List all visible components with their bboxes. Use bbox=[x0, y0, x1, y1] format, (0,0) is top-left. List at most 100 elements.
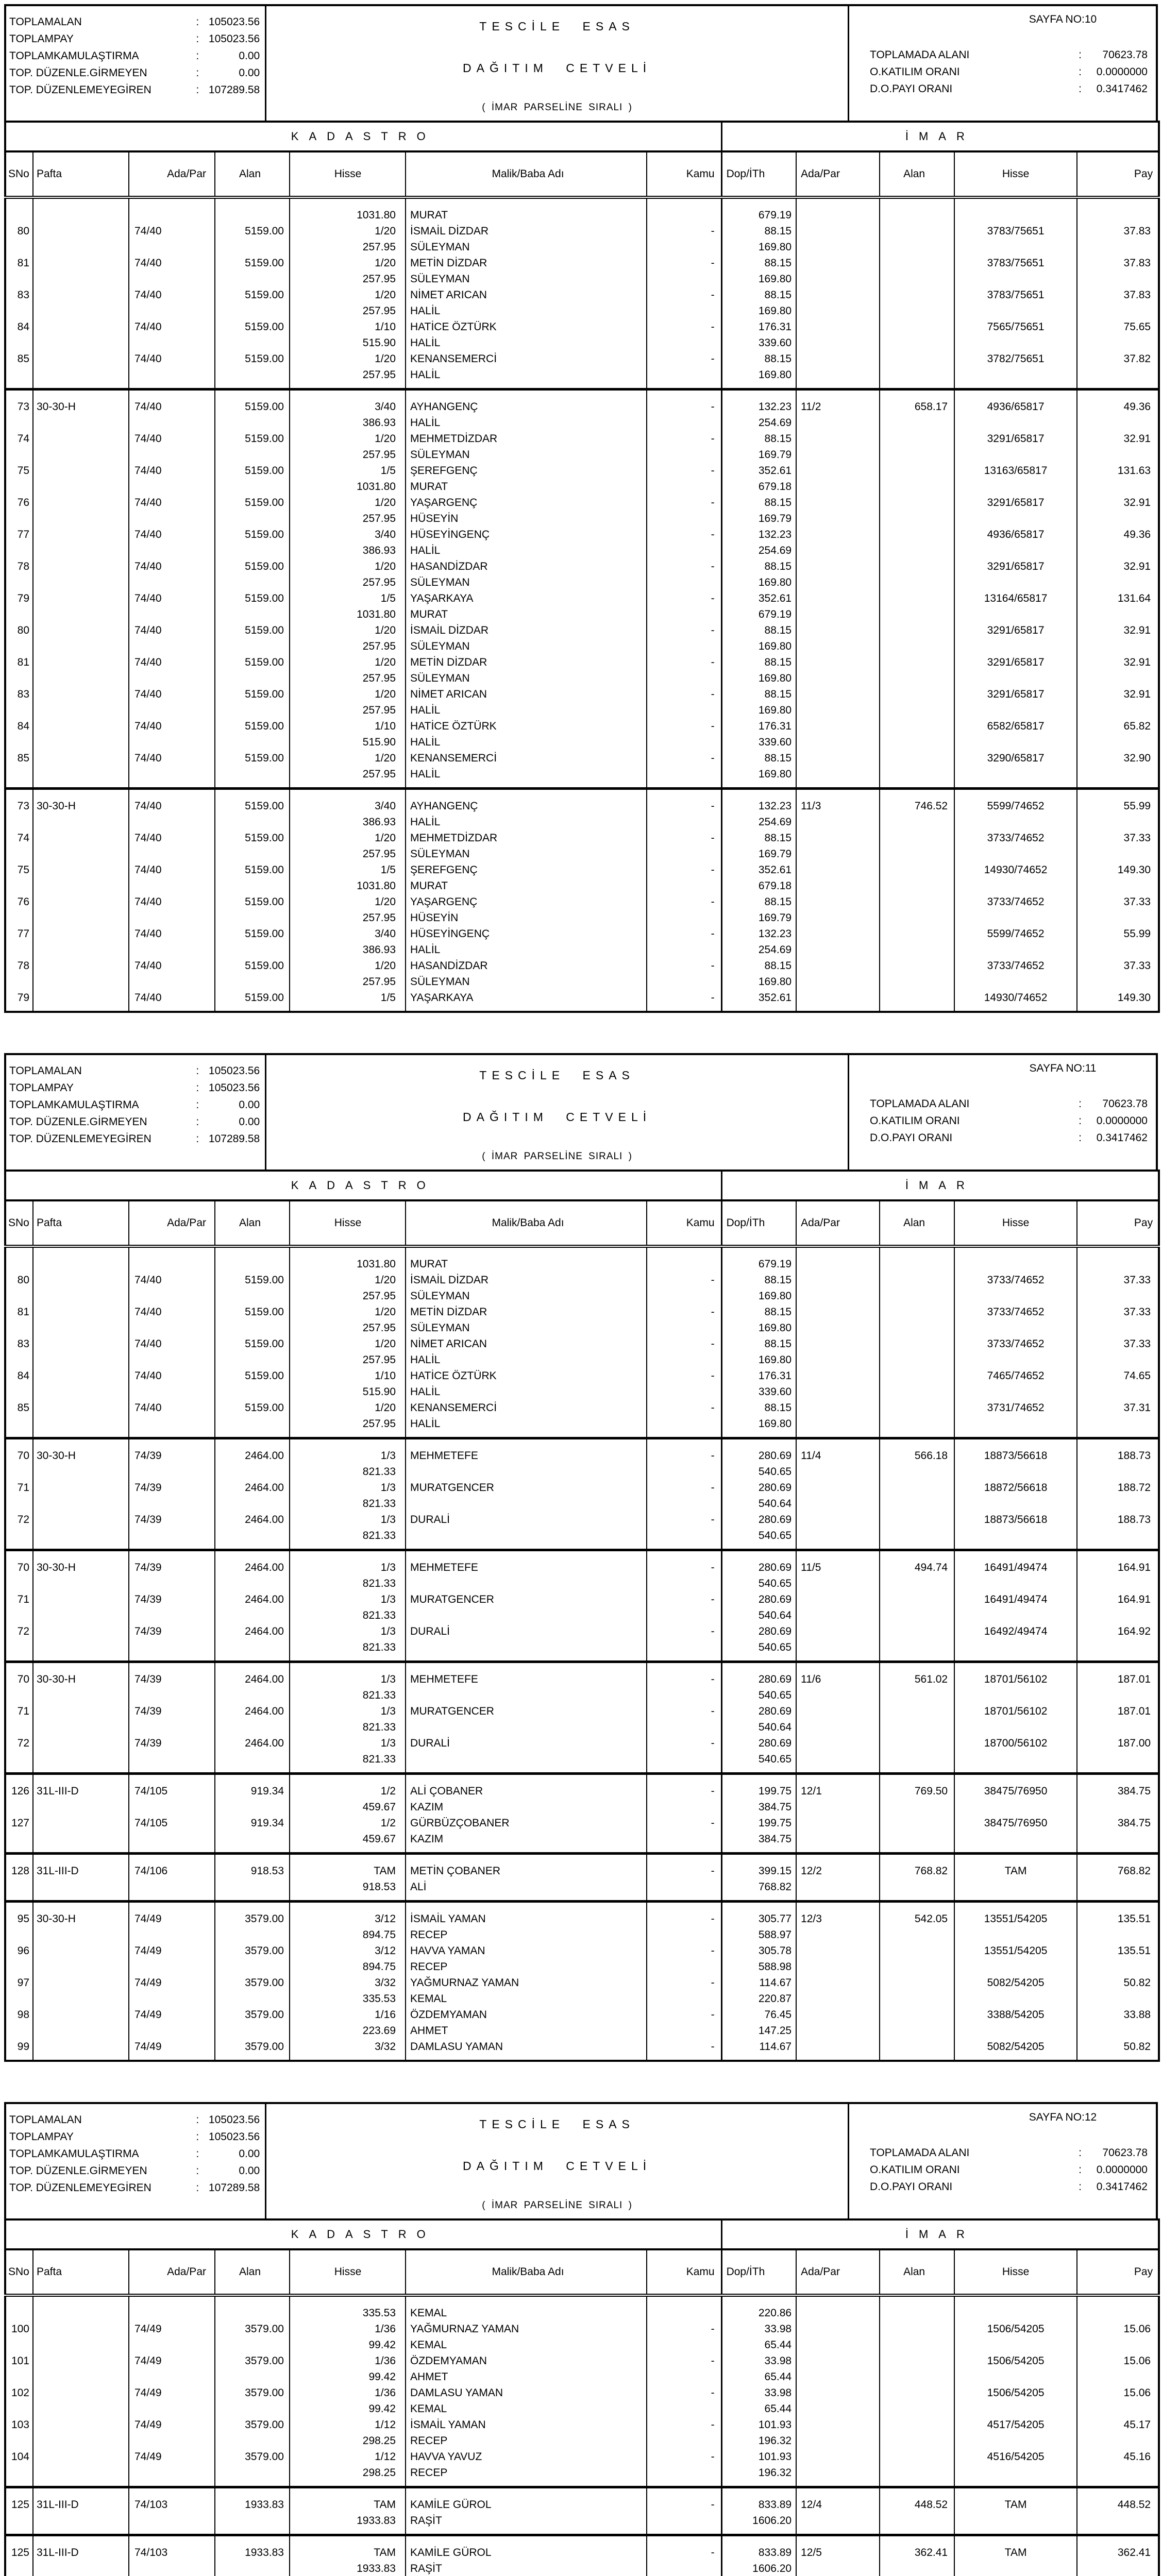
table-row: 81 74/40 5159.00 1/20 METİN DİZDAR -88.15 3733… bbox=[5, 1304, 1159, 1320]
cell-kamu bbox=[647, 1288, 722, 1304]
cell-pay bbox=[1077, 271, 1159, 287]
table-row-second-line: 298.25 RECEP 196.32 bbox=[5, 2465, 1159, 2487]
cell-ada-par: 74/40 bbox=[129, 1336, 215, 1352]
cell-pay bbox=[1077, 511, 1159, 527]
cell-ada-par: 74/49 bbox=[129, 1943, 215, 1959]
cell-imar-hisse bbox=[954, 303, 1078, 319]
cell-pafta bbox=[33, 1751, 129, 1774]
page-header-right: SAYFA NO:12 TOPLAMADA ALANI:70623.78 O.K… bbox=[849, 2104, 1156, 2218]
cell-imar-hisse: 14930/74652 bbox=[954, 990, 1078, 1012]
cell-alan bbox=[215, 2401, 290, 2417]
cell-imar-hisse bbox=[954, 1528, 1078, 1550]
page-header-title: TESCİLE ESAS DAĞITIM CETVELİ ( İMAR PARS… bbox=[266, 1055, 849, 1170]
cell-kamu bbox=[647, 878, 722, 894]
cell-kamu bbox=[647, 239, 722, 255]
table-row: 71 74/39 2464.00 1/3 MURATGENCER -280.69 18872… bbox=[5, 1480, 1159, 1496]
table-row-second-line: 1933.83 RAŞİT 1606.20 bbox=[5, 2561, 1159, 2576]
stat-value: 0.00 bbox=[239, 67, 260, 79]
cell-imar-ada-par bbox=[796, 590, 881, 606]
cell-pafta bbox=[33, 942, 129, 958]
table-row: 72 74/39 2464.00 1/3 DURALİ -280.69 18700/5610… bbox=[5, 1735, 1159, 1751]
cell-pay: 50.82 bbox=[1123, 1977, 1151, 1989]
cell-pafta bbox=[33, 574, 129, 590]
cell-hisse: 386.93 bbox=[290, 942, 406, 958]
cell-pay: 188.72 bbox=[1117, 1482, 1151, 1494]
cell-imar-ada-par bbox=[796, 367, 881, 389]
cell-kamu: - bbox=[647, 1900, 722, 1927]
cell-sno bbox=[5, 2023, 33, 2039]
cell-malik-baba: HALİL bbox=[406, 543, 647, 558]
cell-imar-alan bbox=[880, 958, 955, 974]
cell-sno bbox=[5, 447, 33, 463]
cell-dop-ith: 169.80 bbox=[721, 670, 797, 686]
cell-malik-baba: HATİCE ÖZTÜRK bbox=[406, 718, 647, 734]
cell-malik-baba: MURAT bbox=[406, 878, 647, 894]
cell-imar-hisse bbox=[954, 1320, 1078, 1336]
cell-pay: 164.92 bbox=[1117, 1625, 1151, 1637]
cell-alan: 5159.00 bbox=[215, 527, 290, 543]
cell-pafta bbox=[33, 846, 129, 862]
cell-kamu bbox=[647, 2433, 722, 2449]
cell-dop-ith: 254.69 bbox=[721, 415, 797, 431]
cell-pay: 187.01 bbox=[1117, 1705, 1151, 1717]
cell-malik-baba: DURALİ bbox=[406, 1623, 647, 1639]
cell-hisse: 1/3 bbox=[290, 1623, 406, 1639]
table-row-second-line: 1031.80 MURAT 679.19 bbox=[5, 606, 1159, 622]
cell-ada-par bbox=[129, 415, 215, 431]
cell-kamu: - bbox=[647, 622, 722, 638]
cell-ada-par: 74/49 bbox=[129, 2417, 215, 2433]
cell-alan bbox=[215, 447, 290, 463]
cell-pay: 45.16 bbox=[1123, 2451, 1151, 2463]
stat-colon: : bbox=[196, 2114, 199, 2126]
cell-hisse: 1/20 bbox=[290, 495, 406, 511]
cell-alan: 2464.00 bbox=[215, 1549, 290, 1575]
table-row: 79 74/40 5159.00 1/5 YAŞARKAYA -352.61 13164/6… bbox=[5, 590, 1159, 606]
cell-pafta: 30-30-H bbox=[33, 1900, 129, 1927]
parcel-block: 1031.80 MURAT 679.19 80 74/40 5159.00 1/20 İSMA… bbox=[5, 197, 1159, 389]
cell-dop-ith: 280.69 bbox=[721, 1549, 797, 1575]
cell-imar-ada-par bbox=[796, 2039, 881, 2061]
cell-pafta bbox=[33, 223, 129, 239]
cell-malik-baba: GÜRBÜZÇOBANER bbox=[406, 1815, 647, 1831]
cell-imar-hisse: 3291/65817 bbox=[954, 686, 1078, 702]
stat-value: 0.3417462 bbox=[1096, 2181, 1148, 2193]
cell-hisse: 1031.80 bbox=[290, 197, 406, 223]
cell-imar-ada-par bbox=[796, 1975, 881, 1991]
cell-pay: 188.73 bbox=[1077, 1437, 1159, 1464]
cell-imar-alan bbox=[880, 846, 955, 862]
table-row: 74 74/40 5159.00 1/20 MEHMETDİZDAR -88.15 3291… bbox=[5, 431, 1159, 447]
cell-dop-ith: 196.32 bbox=[721, 2465, 797, 2487]
stat-value: 105023.56 bbox=[208, 16, 260, 28]
cell-kamu bbox=[647, 511, 722, 527]
cell-ada-par bbox=[129, 1831, 215, 1854]
cell-malik-baba: RECEP bbox=[406, 2465, 647, 2487]
cell-pay bbox=[1077, 1320, 1159, 1336]
table-row: 73 30-30-H 74/40 5159.00 3/40 AYHANGENÇ -132.2… bbox=[5, 388, 1159, 415]
cell-alan bbox=[215, 1639, 290, 1662]
cell-imar-ada-par bbox=[796, 2401, 881, 2417]
cell-pafta: 30-30-H bbox=[33, 1660, 129, 1687]
cell-imar-hisse bbox=[954, 1464, 1078, 1480]
col-sno: SNo bbox=[5, 151, 33, 199]
cell-dop-ith: 679.18 bbox=[721, 479, 797, 495]
cell-kamu bbox=[647, 1320, 722, 1336]
cell-pafta bbox=[33, 335, 129, 351]
cell-kamu bbox=[647, 543, 722, 558]
cell-pafta: 30-30-H bbox=[33, 1437, 129, 1464]
cell-imar-ada-par bbox=[796, 1272, 881, 1288]
col-pay: Pay bbox=[1077, 1200, 1159, 1248]
col-imar-alan: Alan bbox=[880, 1200, 955, 1248]
table-row-carry: 1031.80 MURAT 679.19 bbox=[5, 1246, 1159, 1272]
table-row-second-line: 821.33 540.65 bbox=[5, 1528, 1159, 1550]
title-line-3: ( İMAR PARSELİNE SIRALI ) bbox=[482, 1151, 632, 1162]
cell-ada-par: 74/40 bbox=[129, 686, 215, 702]
stat-line: TOPLAMADA ALANI:70623.78 bbox=[870, 46, 1148, 63]
cell-imar-hisse: 3388/54205 bbox=[954, 2007, 1078, 2023]
cell-pay bbox=[1077, 2023, 1159, 2039]
cell-alan bbox=[215, 1927, 290, 1943]
cell-dop-ith: 169.80 bbox=[721, 766, 797, 789]
cell-hisse: 223.69 bbox=[290, 2023, 406, 2039]
cell-pay bbox=[1077, 606, 1159, 622]
cell-kamu bbox=[647, 1991, 722, 2007]
cell-kamu bbox=[647, 2295, 722, 2321]
